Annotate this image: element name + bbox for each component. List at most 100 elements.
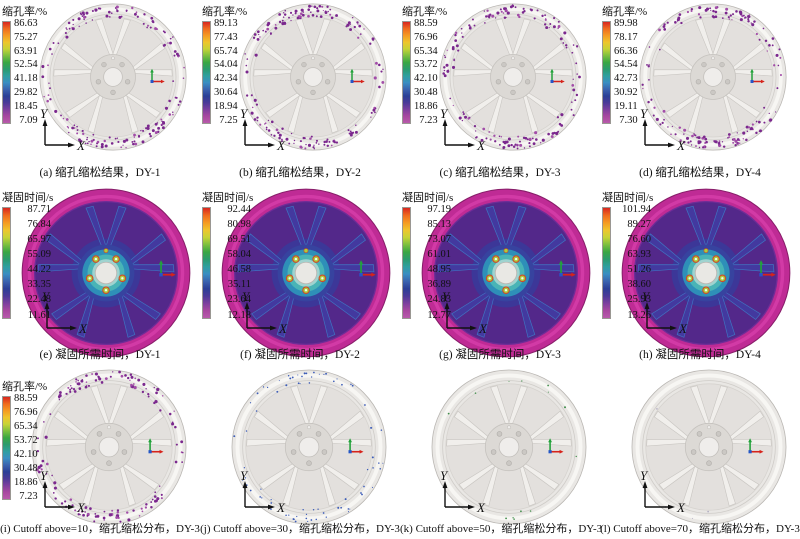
orientation-triad-icon [148, 438, 164, 454]
legend-tick-label: 63.93 [627, 249, 651, 261]
legend-title: 缩孔率/% [2, 381, 48, 393]
legend-tick-label: 76.96 [414, 31, 438, 43]
legend-tick-labels: 101.94 89.27 76.60 63.93 51.26 38.60 25.93 13.2… [614, 205, 651, 321]
colorbar [2, 396, 11, 501]
legend-body: 86.63 75.27 63.91 52.54 41.18 29.82 18.45 7.09 [2, 18, 47, 125]
axis-y-label: Y [240, 107, 249, 121]
cast-wheel-solidification [21, 188, 191, 358]
panel-caption: (i) Cutoff above=10，缩孔缩松分布，DY-3 [0, 523, 200, 535]
legend-tick-label: 53.72 [14, 434, 38, 446]
legend-tick-labels: 89.98 78.17 66.36 54.54 42.73 30.92 19.11 7.30 [614, 19, 638, 126]
cast-wheel-gray [231, 369, 387, 525]
colorbar [202, 207, 211, 320]
legend-tick-labels: 88.59 76.96 65.34 53.72 42.10 30.48 18.86 7.23 [414, 19, 438, 126]
orientation-triad-icon [158, 260, 176, 277]
panel-caption: (f) 凝固所需时间，DY-2 [240, 349, 360, 361]
panel-e: 凝固时间/s 87.71 76.84 65.97 55.09 44.22 33.35 22.4… [0, 183, 200, 365]
legend-tick-label: 30.48 [14, 462, 38, 474]
orientation-triad-icon [558, 260, 576, 277]
legend-tick-label: 12.18 [227, 309, 251, 321]
axis-y-label: Y [640, 469, 649, 483]
cast-wheel-gray [431, 369, 587, 525]
legend-title: 凝固时间/s [402, 192, 454, 204]
legend-tick-label: 58.04 [227, 249, 251, 261]
axis-x-label: X [476, 138, 486, 153]
legend-title: 凝固时间/s [2, 192, 54, 204]
axis-x-label: X [476, 500, 486, 515]
colorbar [402, 21, 411, 125]
legend-tick-label: 80.98 [227, 219, 251, 231]
legend-tick-label: 13.26 [627, 309, 651, 321]
axis-x-label: X [76, 138, 86, 153]
legend-tick-label: 42.73 [614, 73, 638, 85]
legend-tick-label: 54.04 [214, 59, 238, 71]
panel-g: 凝固时间/s 97.19 85.13 73.07 61.01 48.95 36.89 24.8… [400, 183, 600, 365]
legend-tick-label: 88.59 [14, 393, 38, 405]
legend-tick-labels: 88.59 76.96 65.34 53.72 42.10 30.48 18.86 7.23 [14, 394, 38, 502]
axis-y-label: Y [240, 469, 249, 483]
axis-y-label: Y [42, 290, 51, 304]
legend-tick-label: 89.98 [614, 18, 638, 30]
color-scale-legend: 缩孔率/% 88.59 76.96 65.34 53.72 42.10 30.48 18.86… [402, 6, 447, 126]
cast-wheel-solidification [221, 188, 391, 358]
legend-body: 89.98 78.17 66.36 54.54 42.73 30.92 19.11 7.30 [602, 19, 647, 126]
porosity-speckles [442, 4, 581, 150]
panel-caption: (k) Cutoff above=50，缩孔缩松分布，DY-3 [400, 523, 603, 535]
legend-tick-label: 7.23 [419, 114, 438, 126]
axis-x-label: X [676, 138, 686, 153]
legend-tick-label: 86.63 [14, 18, 38, 30]
axis-x-label: X [78, 321, 88, 336]
panel-f: 凝固时间/s 92.44 80.98 69.51 58.04 46.58 35.11 23.6… [200, 183, 400, 365]
legend-tick-label: 52.54 [14, 59, 38, 71]
wheel-render-j [230, 368, 388, 526]
orientation-triad-icon [150, 68, 165, 84]
legend-tick-label: 44.22 [27, 264, 51, 276]
legend-tick-label: 77.43 [214, 31, 238, 43]
axis-y-label: Y [40, 107, 49, 121]
wheel-render-e [20, 187, 192, 359]
orientation-triad-icon [758, 260, 776, 277]
legend-tick-label: 30.92 [614, 87, 638, 98]
panel-i: 缩孔率/% 88.59 76.96 65.34 53.72 42.10 30.48 18.86… [0, 365, 200, 539]
wheel-render-c [438, 2, 588, 152]
legend-tick-label: 65.97 [27, 234, 51, 246]
legend-tick-label: 41.18 [14, 73, 38, 85]
legend-tick-label: 66.36 [614, 45, 638, 57]
panel-a: 缩孔率/% 86.63 75.27 63.91 52.54 41.18 29.82 18.45… [0, 0, 200, 183]
legend-tick-label: 89.27 [627, 219, 651, 231]
legend-body: 97.19 85.13 73.07 61.01 48.95 36.89 24.83 12.77 [402, 205, 453, 321]
legend-tick-label: 22.48 [27, 294, 51, 306]
legend-tick-label: 7.30 [619, 114, 638, 126]
legend-tick-label: 61.01 [427, 249, 451, 261]
panel-caption: (b) 缩孔缩松结果，DY-2 [239, 167, 361, 179]
axis-x-label: X [276, 138, 286, 153]
axis-y-label: Y [640, 107, 649, 121]
legend-body: 88.59 76.96 65.34 53.72 42.10 30.48 18.86 7.23 [402, 19, 447, 126]
legend-tick-labels: 97.19 85.13 73.07 61.01 48.95 36.89 24.83 12.77 [414, 205, 451, 321]
panel-d: 缩孔率/% 89.98 78.17 66.36 54.54 42.73 30.92 19.11… [600, 0, 800, 183]
legend-tick-label: 48.95 [427, 264, 451, 276]
legend-tick-label: 18.86 [414, 100, 438, 112]
orientation-triad-icon [548, 438, 564, 454]
cast-wheel-gray [639, 3, 787, 151]
legend-tick-label: 46.58 [227, 264, 251, 276]
axis-x-label: X [276, 500, 286, 515]
axis-y-label: Y [440, 469, 449, 483]
legend-title: 缩孔率/% [602, 6, 648, 18]
axis-y-label: Y [242, 290, 251, 304]
orientation-triad-icon [348, 438, 364, 454]
legend-tick-label: 65.34 [414, 45, 438, 57]
legend-title: 缩孔率/% [202, 6, 248, 18]
legend-tick-label: 75.27 [14, 31, 38, 43]
porosity-speckles [41, 5, 185, 149]
orientation-triad-icon [358, 260, 376, 277]
panel-caption: (g) 凝固所需时间，DY-3 [439, 349, 561, 361]
